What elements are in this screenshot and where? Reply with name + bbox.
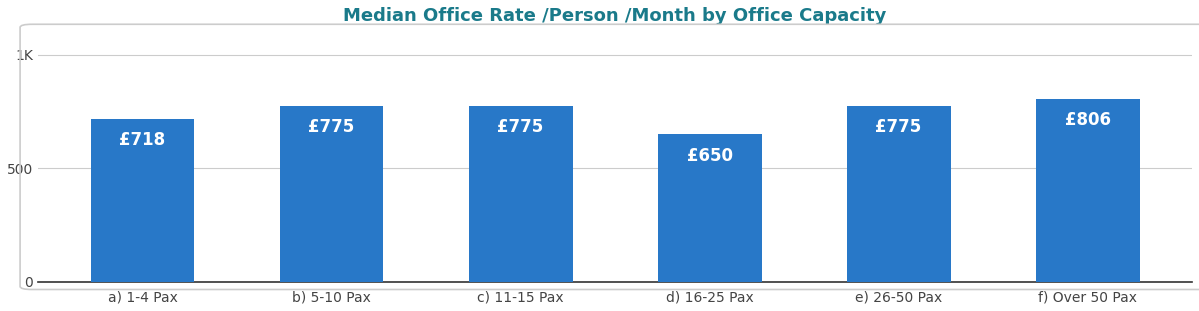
- Bar: [846, 106, 951, 282]
- Text: £806: £806: [1065, 111, 1110, 129]
- Text: £718: £718: [120, 131, 165, 149]
- Bar: [469, 106, 573, 282]
- Text: £775: £775: [875, 118, 922, 136]
- Bar: [1036, 99, 1139, 282]
- Text: £775: £775: [498, 118, 543, 136]
- Title: Median Office Rate /Person /Month by Office Capacity: Median Office Rate /Person /Month by Off…: [343, 7, 887, 25]
- Text: £775: £775: [308, 118, 355, 136]
- Bar: [279, 106, 384, 282]
- Bar: [657, 134, 761, 282]
- Bar: [90, 119, 194, 282]
- Text: £650: £650: [687, 147, 733, 165]
